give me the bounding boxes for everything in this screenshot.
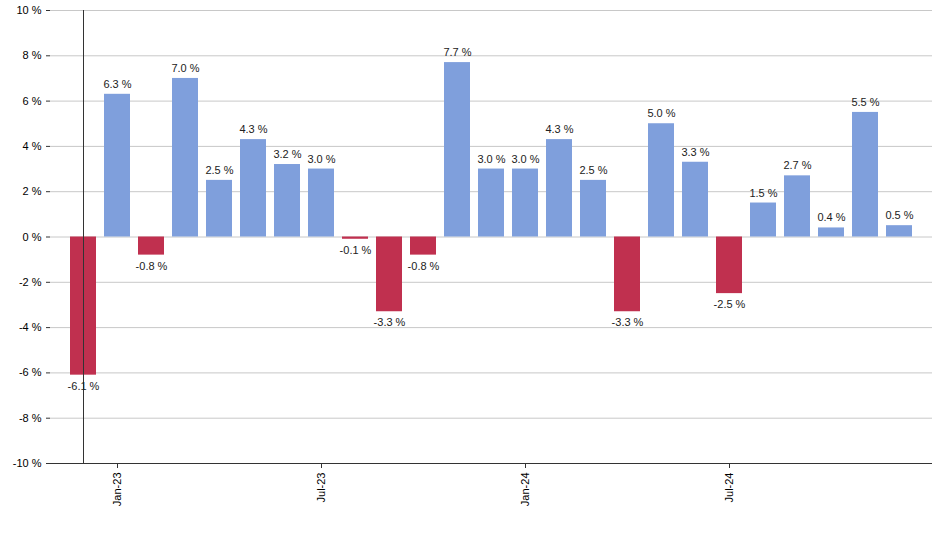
svg-text:-4 %: -4 % xyxy=(19,321,42,333)
svg-text:0 %: 0 % xyxy=(23,231,42,243)
svg-text:1.5 %: 1.5 % xyxy=(749,187,777,199)
svg-text:2.5 %: 2.5 % xyxy=(579,164,607,176)
svg-text:7.7 %: 7.7 % xyxy=(443,46,471,58)
svg-text:-2.5 %: -2.5 % xyxy=(714,298,746,310)
svg-text:3.3 %: 3.3 % xyxy=(681,146,709,158)
svg-text:-6.1 %: -6.1 % xyxy=(68,380,100,392)
svg-text:-3.3 %: -3.3 % xyxy=(374,316,406,328)
svg-text:-3.3 %: -3.3 % xyxy=(612,316,644,328)
svg-text:3.2 %: 3.2 % xyxy=(273,148,301,160)
svg-text:3.0 %: 3.0 % xyxy=(477,153,505,165)
svg-text:3.0 %: 3.0 % xyxy=(511,153,539,165)
svg-text:8 %: 8 % xyxy=(23,49,42,61)
svg-text:Jan-24: Jan-24 xyxy=(519,473,531,507)
svg-text:-8 %: -8 % xyxy=(19,412,42,424)
svg-text:0.5 %: 0.5 % xyxy=(885,209,913,221)
svg-text:4.3 %: 4.3 % xyxy=(545,123,573,135)
svg-text:4.3 %: 4.3 % xyxy=(239,123,267,135)
svg-text:2.5 %: 2.5 % xyxy=(205,164,233,176)
svg-text:-0.1 %: -0.1 % xyxy=(340,244,372,256)
svg-text:10 %: 10 % xyxy=(16,4,41,16)
svg-text:2 %: 2 % xyxy=(23,185,42,197)
svg-text:-0.8 %: -0.8 % xyxy=(136,260,168,272)
svg-text:7.0 %: 7.0 % xyxy=(171,62,199,74)
svg-text:-2 %: -2 % xyxy=(19,276,42,288)
svg-text:6 %: 6 % xyxy=(23,95,42,107)
svg-text:-10 %: -10 % xyxy=(13,457,42,469)
svg-text:5.0 %: 5.0 % xyxy=(647,107,675,119)
svg-text:Jul-24: Jul-24 xyxy=(723,473,735,503)
svg-text:-6 %: -6 % xyxy=(19,366,42,378)
svg-text:3.0 %: 3.0 % xyxy=(307,153,335,165)
svg-text:Jul-23: Jul-23 xyxy=(315,473,327,503)
svg-text:5.5 %: 5.5 % xyxy=(851,96,879,108)
svg-text:0.4 %: 0.4 % xyxy=(817,211,845,223)
svg-text:2.7 %: 2.7 % xyxy=(783,159,811,171)
svg-text:-0.8 %: -0.8 % xyxy=(408,260,440,272)
svg-text:Jan-23: Jan-23 xyxy=(111,473,123,507)
svg-text:4 %: 4 % xyxy=(23,140,42,152)
svg-text:6.3 %: 6.3 % xyxy=(103,78,131,90)
